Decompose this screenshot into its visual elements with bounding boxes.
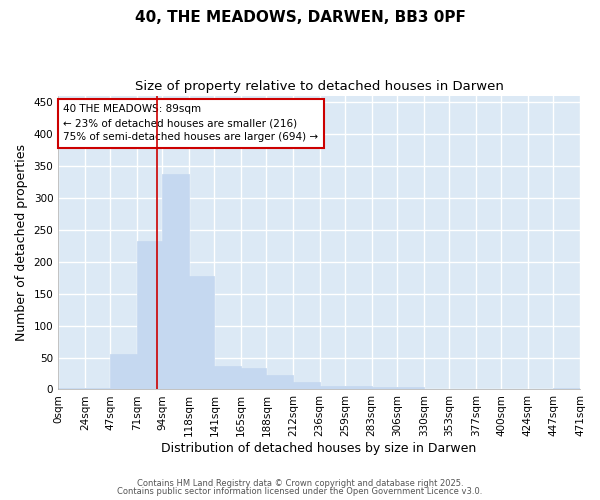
- Title: Size of property relative to detached houses in Darwen: Size of property relative to detached ho…: [134, 80, 503, 93]
- Bar: [214, 366, 241, 390]
- Bar: [397, 387, 424, 390]
- X-axis label: Distribution of detached houses by size in Darwen: Distribution of detached houses by size …: [161, 442, 477, 455]
- Bar: [372, 387, 397, 390]
- Bar: [345, 386, 372, 390]
- Bar: [293, 382, 320, 390]
- Bar: [163, 174, 189, 390]
- Y-axis label: Number of detached properties: Number of detached properties: [15, 144, 28, 341]
- Bar: [241, 368, 266, 390]
- Bar: [320, 386, 345, 390]
- Bar: [266, 376, 293, 390]
- Text: Contains public sector information licensed under the Open Government Licence v3: Contains public sector information licen…: [118, 487, 482, 496]
- Bar: [553, 388, 580, 390]
- Bar: [58, 388, 85, 390]
- Bar: [137, 240, 163, 390]
- Text: Contains HM Land Registry data © Crown copyright and database right 2025.: Contains HM Land Registry data © Crown c…: [137, 478, 463, 488]
- Bar: [189, 276, 214, 390]
- Text: 40, THE MEADOWS, DARWEN, BB3 0PF: 40, THE MEADOWS, DARWEN, BB3 0PF: [134, 10, 466, 25]
- Bar: [110, 354, 137, 390]
- Bar: [85, 388, 110, 390]
- Text: 40 THE MEADOWS: 89sqm
← 23% of detached houses are smaller (216)
75% of semi-det: 40 THE MEADOWS: 89sqm ← 23% of detached …: [64, 104, 319, 142]
